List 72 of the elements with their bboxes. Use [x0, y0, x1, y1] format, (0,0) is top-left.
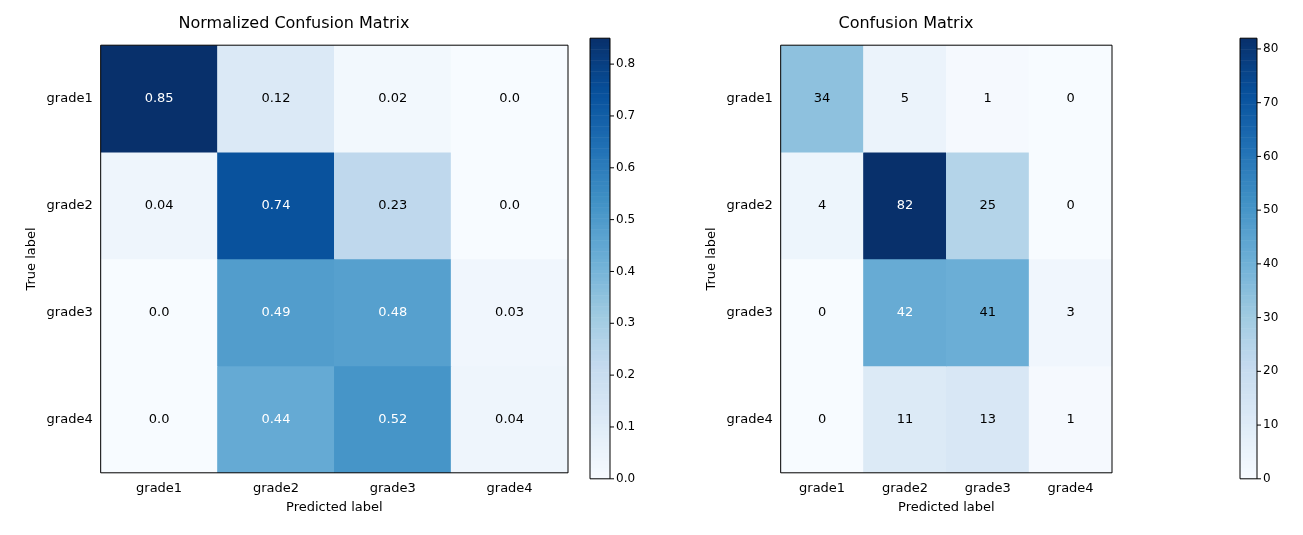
data-label: 1 — [1066, 410, 1075, 426]
x-tick-label: grade2 — [252, 479, 299, 495]
x-tick-label: grade1 — [799, 479, 846, 495]
y-tick-label: grade4 — [46, 410, 93, 426]
color-bar-label: 70 — [1263, 94, 1279, 109]
data-label: 0.23 — [378, 196, 408, 212]
data-label: 0.12 — [261, 90, 291, 106]
data-label: 41 — [979, 303, 997, 319]
x-tick-label: grade4 — [1047, 479, 1094, 495]
y-tick-label: grade4 — [726, 410, 773, 426]
data-label: 3 — [1066, 303, 1075, 319]
data-label: 0.02 — [378, 90, 408, 106]
data-label: 0.0 — [499, 196, 520, 212]
color-bar-label: 0.8 — [616, 56, 636, 71]
color-bar-label: 50 — [1263, 202, 1279, 217]
color-bar-label: 10 — [1263, 417, 1279, 432]
color-bar-label: 0.2 — [616, 367, 636, 382]
data-label: 0.04 — [144, 196, 174, 212]
data-label: 0 — [817, 303, 827, 319]
data-label: 0.49 — [261, 303, 291, 319]
data-label: 0 — [817, 410, 827, 426]
color-bar-label: 0.3 — [616, 315, 636, 330]
data-label: 0 — [1066, 90, 1075, 106]
color-bar-label: 20 — [1263, 363, 1279, 378]
data-label: 0.44 — [261, 410, 291, 426]
color-bar-label: 0.0 — [616, 470, 636, 485]
color-bar-label: 0.1 — [616, 419, 636, 434]
data-label: 0.48 — [378, 303, 408, 319]
x-axis-title: Predicted label — [286, 498, 383, 514]
y-tick-label: grade3 — [726, 303, 773, 319]
data-label: 4 — [817, 196, 827, 212]
data-label: 0.0 — [148, 303, 170, 319]
data-label: 0.04 — [495, 410, 525, 426]
data-label: 0.03 — [495, 303, 525, 319]
color-bar-label: 30 — [1263, 309, 1279, 324]
x-tick-label: grade1 — [136, 479, 183, 495]
data-label: 0.85 — [144, 90, 174, 106]
chart-title: Normalized Confusion Matrix — [178, 12, 410, 32]
y-axis-title: True label — [703, 227, 719, 292]
x-tick-label: grade4 — [486, 479, 533, 495]
color-bar-label: 80 — [1263, 41, 1279, 56]
data-label: 42 — [896, 303, 914, 319]
data-label: 34 — [813, 90, 831, 106]
color-bar-label: 0.5 — [616, 211, 636, 226]
x-axis-title: Predicted label — [898, 498, 995, 514]
chart-title: Confusion Matrix — [838, 12, 974, 32]
data-label: 5 — [900, 90, 910, 106]
color-bar-label: 0.7 — [616, 108, 636, 123]
data-label: 13 — [979, 410, 997, 426]
x-tick-label: grade2 — [881, 479, 928, 495]
data-label: 0.74 — [261, 196, 291, 212]
color-bar-label: 0 — [1263, 470, 1271, 485]
y-tick-label: grade2 — [46, 196, 93, 212]
data-label: 0.0 — [148, 410, 170, 426]
data-label: 25 — [979, 196, 997, 212]
y-tick-label: grade1 — [726, 90, 773, 106]
x-tick-label: grade3 — [964, 479, 1011, 495]
y-tick-label: grade2 — [726, 196, 773, 212]
color-bar-label: 0.6 — [616, 159, 636, 174]
color-bar-label: 40 — [1263, 256, 1279, 270]
data-label: 82 — [896, 196, 914, 212]
color-bar-label: 0.4 — [616, 263, 636, 278]
data-label: 11 — [896, 410, 914, 426]
y-tick-label: grade3 — [46, 303, 93, 319]
x-tick-label: grade3 — [369, 479, 416, 495]
data-label: 1 — [983, 90, 992, 106]
y-tick-label: grade1 — [46, 90, 93, 106]
data-label: 0 — [1066, 196, 1075, 212]
data-label: 0.52 — [378, 410, 408, 426]
data-label: 0.0 — [499, 90, 520, 106]
y-axis-title: True label — [23, 227, 39, 292]
color-bar-label: 60 — [1263, 148, 1279, 163]
